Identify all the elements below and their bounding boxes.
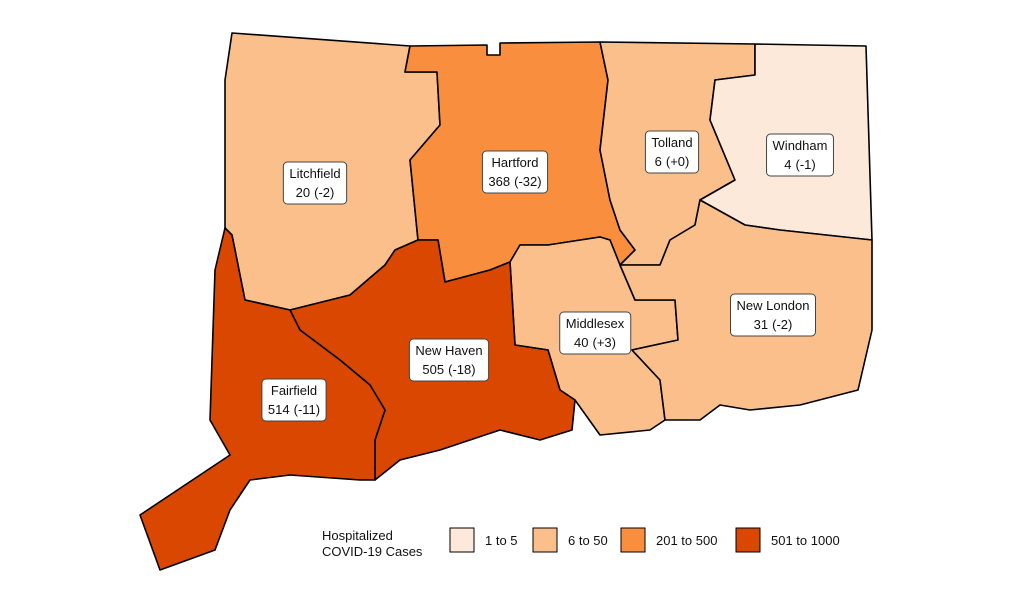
county-change: (-18): [448, 362, 475, 377]
label-box: [559, 311, 632, 355]
county-label: New London 31 (-2): [730, 293, 816, 337]
county-cases: 368: [488, 174, 510, 189]
county-change: (-11): [294, 402, 320, 417]
county-label: Windham 4 (-1): [766, 133, 834, 177]
county-cases: 40: [574, 335, 588, 350]
county-name: Middlesex: [566, 316, 625, 331]
county-cases: 20: [296, 185, 310, 200]
label-box: [481, 150, 549, 194]
legend-swatch: [449, 527, 475, 553]
county-change: (-2): [314, 185, 334, 200]
label-box: [730, 293, 816, 337]
county-cases: 505: [422, 362, 444, 377]
county-change: (+0): [666, 154, 689, 169]
county-cases: 31: [754, 317, 768, 332]
legend-label: 501 to 1000: [771, 533, 840, 548]
county-label: Litchfield 20 (-2): [282, 161, 348, 205]
county-label: Tolland 6 (+0): [644, 130, 700, 174]
county-label-text: Fairfield 514 (-11): [268, 383, 320, 417]
county-label-text: New Haven 505 (-18): [415, 343, 482, 377]
county-label-text: Windham 4 (-1): [773, 138, 828, 172]
legend-swatch: [620, 527, 646, 553]
county-change: (+3): [592, 335, 615, 350]
county-label: Hartford 368 (-32): [481, 150, 549, 194]
legend-label: 201 to 500: [656, 533, 717, 548]
county-change: (-1): [796, 157, 816, 172]
county-label: Fairfield 514 (-11): [261, 378, 327, 422]
legend-label: 1 to 5: [485, 533, 518, 548]
legend-title: COVID-19 Cases: [322, 544, 423, 559]
county-label-text: Middlesex 40 (+3): [566, 316, 625, 350]
county-cases: 4: [784, 157, 791, 172]
county-label-text: Hartford 368 (-32): [488, 155, 541, 189]
county-name: New London: [737, 298, 810, 313]
county-label-text: Litchfield 20 (-2): [289, 166, 340, 200]
legend-label: 6 to 50: [568, 533, 608, 548]
label-box: [766, 133, 834, 177]
county-name: Windham: [773, 138, 828, 153]
label-box: [282, 161, 348, 205]
county-cases: 514: [268, 402, 290, 417]
county-name: Hartford: [492, 155, 539, 170]
county-name: New Haven: [415, 343, 482, 358]
county-name: Tolland: [651, 135, 692, 150]
county-label-text: Tolland 6 (+0): [651, 135, 692, 169]
county-name: Litchfield: [289, 166, 340, 181]
county-label-text: New London 31 (-2): [737, 298, 810, 332]
county-label: New Haven 505 (-18): [408, 338, 490, 382]
legend-title: Hospitalized: [322, 528, 393, 543]
county-change: (-2): [772, 317, 792, 332]
county-change: (-32): [514, 174, 541, 189]
county-name: Fairfield: [271, 383, 317, 398]
county-label: Middlesex 40 (+3): [559, 311, 632, 355]
label-box: [644, 130, 700, 174]
legend-swatch: [735, 527, 761, 553]
label-box: [408, 338, 490, 382]
label-box: [261, 378, 327, 422]
legend-swatch: [532, 527, 558, 553]
county-cases: 6: [655, 154, 662, 169]
